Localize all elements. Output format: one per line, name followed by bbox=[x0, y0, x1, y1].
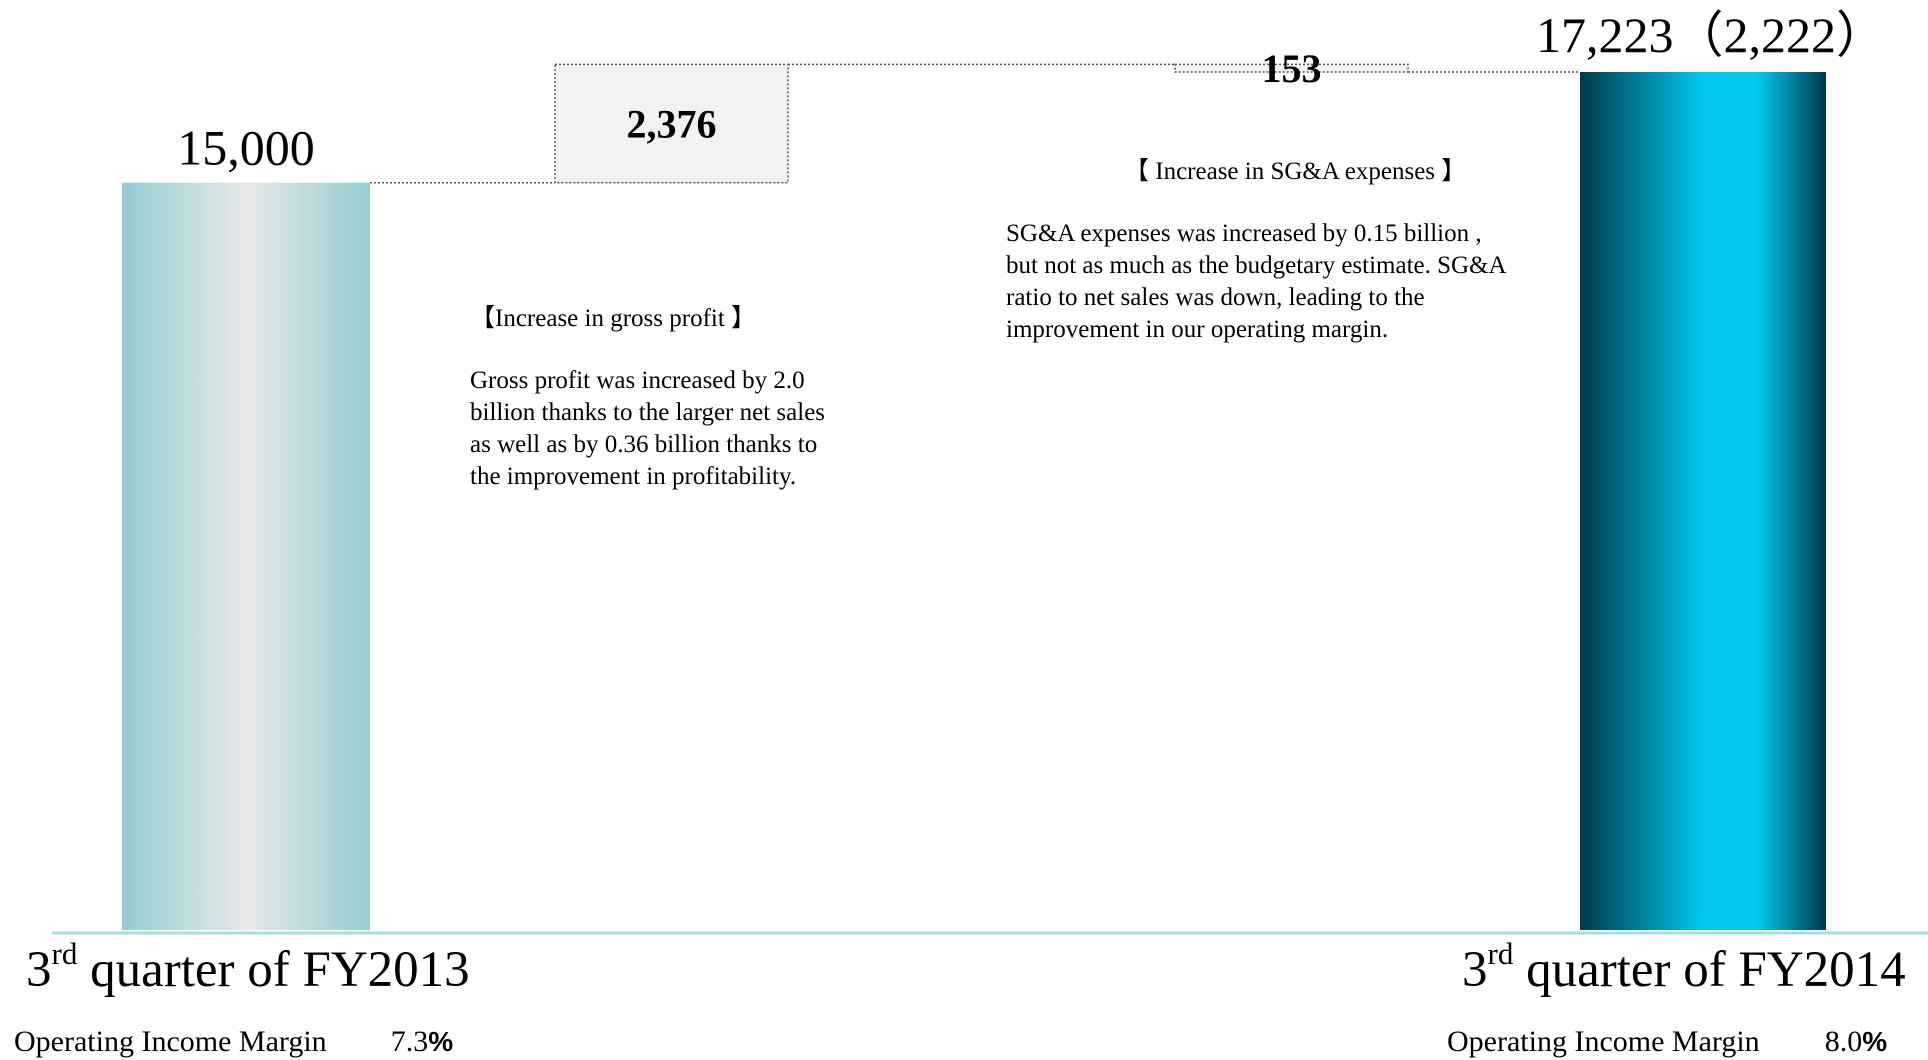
margin-label: Operating Income Margin bbox=[1447, 1025, 1760, 1058]
bar-sga-increase bbox=[1174, 63, 1409, 73]
sga-note-body: SG&A expenses was increased by 0.15 bill… bbox=[1006, 220, 1507, 343]
margin-value: 8.0 bbox=[1824, 1025, 1863, 1058]
sga-note-heading: 【 Increase in SG&A expenses 】 bbox=[1124, 158, 1467, 185]
bar-fy2014 bbox=[1580, 72, 1826, 930]
gross-profit-note-body: Gross profit was increased by 2.0 billio… bbox=[470, 367, 826, 490]
category-label-fy2014: 3rd quarter of FY2014 bbox=[1462, 936, 1906, 998]
data-label-sga: 153 bbox=[1262, 46, 1322, 91]
margin-value: 7.3 bbox=[390, 1025, 429, 1058]
data-label-fy2014: 17,223（2,222） bbox=[1536, 7, 1886, 63]
gross-profit-note: 【Increase in gross profit 】 Gross profit… bbox=[470, 303, 890, 493]
category-label-fy2013: 3rd quarter of FY2013 bbox=[26, 936, 470, 998]
margin-unit: % bbox=[428, 1026, 454, 1057]
margin-label: Operating Income Margin bbox=[14, 1025, 327, 1058]
bar-fy2013 bbox=[122, 182, 370, 931]
margin-unit: % bbox=[1862, 1026, 1888, 1057]
bar-gross-profit-increase bbox=[554, 63, 789, 184]
data-label-fy2013: 15,000 bbox=[177, 120, 315, 176]
operating-margin-fy2014: Operating Income Margin 8.0% bbox=[1447, 1024, 1887, 1060]
sga-note: 【 Increase in SG&A expenses 】 SG&A expen… bbox=[1006, 156, 1586, 346]
data-label-gross-profit: 2,376 bbox=[627, 102, 717, 147]
gross-profit-note-heading: 【Increase in gross profit 】 bbox=[470, 305, 757, 332]
operating-margin-fy2013: Operating Income Margin 7.3% bbox=[14, 1024, 453, 1060]
